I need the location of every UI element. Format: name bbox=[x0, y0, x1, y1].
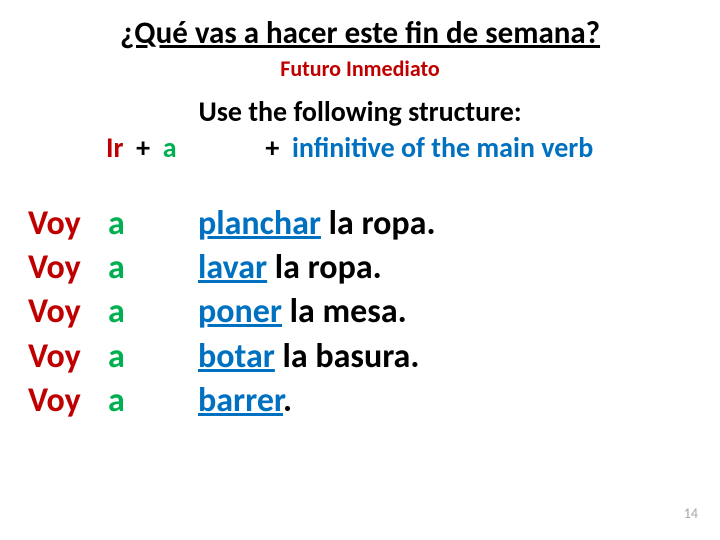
formula-plus: + bbox=[136, 130, 150, 165]
example-verb: poner bbox=[198, 291, 282, 332]
example-verb: barrer bbox=[198, 380, 283, 421]
page-number: 14 bbox=[684, 505, 698, 522]
slide-title: ¿Qué vas a hacer este fin de semana? bbox=[0, 14, 720, 52]
example-a: a bbox=[108, 335, 198, 379]
formula-plus: + bbox=[265, 130, 279, 165]
formula-ir: Ir bbox=[106, 130, 123, 165]
example-voy: Voy bbox=[28, 246, 108, 290]
formula-line: Ir + a + infinitive of the main verb bbox=[106, 130, 593, 165]
example-row: Voyaplanchar la ropa. bbox=[28, 202, 436, 246]
example-voy: Voy bbox=[28, 335, 108, 379]
example-rest: la ropa. bbox=[321, 203, 436, 244]
example-a: a bbox=[108, 246, 198, 290]
example-a: a bbox=[108, 379, 198, 423]
structure-text: Use the following structure: bbox=[0, 94, 720, 129]
example-voy: Voy bbox=[28, 379, 108, 423]
slide: ¿Qué vas a hacer este fin de semana? Fut… bbox=[0, 0, 720, 540]
example-verb: lavar bbox=[198, 247, 267, 288]
example-a: a bbox=[108, 202, 198, 246]
example-verb: botar bbox=[198, 336, 275, 377]
example-a: a bbox=[108, 290, 198, 334]
example-rest: la basura. bbox=[275, 336, 420, 377]
formula-infinitive: infinitive of the main verb bbox=[292, 130, 593, 165]
example-verb: planchar bbox=[198, 203, 321, 244]
example-rest: . bbox=[283, 380, 292, 421]
slide-subtitle: Futuro Inmediato bbox=[0, 55, 720, 82]
formula-a: a bbox=[163, 130, 253, 165]
example-row: Voyabarrer. bbox=[28, 379, 436, 423]
example-row: Voyabotar la basura. bbox=[28, 335, 436, 379]
example-rest: la mesa. bbox=[282, 291, 407, 332]
example-rest: la ropa. bbox=[267, 247, 382, 288]
examples-block: Voyaplanchar la ropa. Voyalavar la ropa.… bbox=[28, 202, 436, 423]
example-row: Voyaponer la mesa. bbox=[28, 290, 436, 334]
example-voy: Voy bbox=[28, 290, 108, 334]
example-voy: Voy bbox=[28, 202, 108, 246]
example-row: Voyalavar la ropa. bbox=[28, 246, 436, 290]
